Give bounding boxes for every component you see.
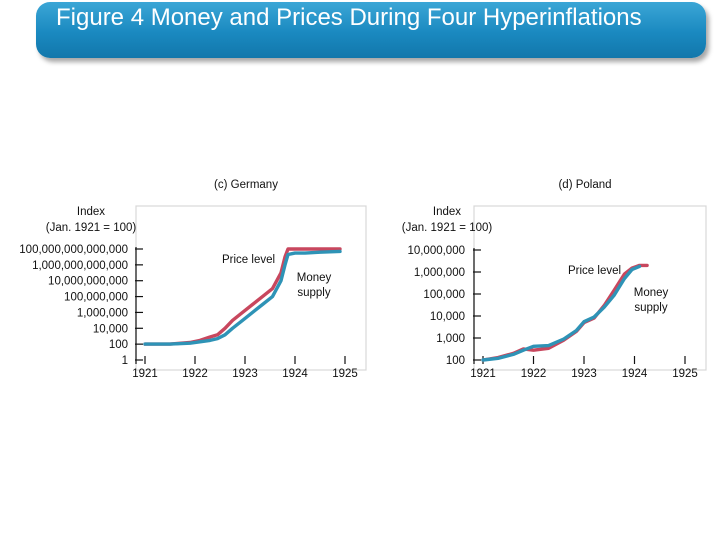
chart-poland-y-tick-label: 1,000,000 <box>414 267 465 279</box>
page-title: Figure 4 Money and Prices During Four Hy… <box>56 4 642 31</box>
chart-germany-y-tick-label: 100,000,000 <box>64 292 128 304</box>
chart-germany-x-tick-label: 1921 <box>132 368 158 380</box>
chart-poland-money-supply-line <box>481 264 642 362</box>
chart-germany-money-supply-line <box>143 249 342 346</box>
chart-poland-series-label: Money <box>634 287 669 299</box>
chart-poland-x-tick-label: 1925 <box>672 368 698 380</box>
chart-poland-x-tick-label: 1922 <box>521 368 547 380</box>
chart-poland-y-tick-label: 100 <box>446 355 465 367</box>
chart-germany-ylabel-line2: (Jan. 1921 = 100) <box>46 222 137 234</box>
chart-poland-series-label: Price level <box>568 265 621 277</box>
chart-poland-y-tick-label: 1,000 <box>436 333 465 345</box>
chart-germany-ylabel-line1: Index <box>77 206 105 218</box>
chart-poland-title: (d) Poland <box>558 179 611 191</box>
chart-germany-y-tick-label: 10,000,000,000 <box>48 276 128 288</box>
chart-germany-title: (c) Germany <box>214 179 278 191</box>
chart-poland-ylabel-line2: (Jan. 1921 = 100) <box>402 222 493 234</box>
chart-germany-series-label: Price level <box>222 254 275 266</box>
chart-poland-ylabel-line1: Index <box>433 206 461 218</box>
chart-germany-y-tick-label: 1 <box>122 355 128 367</box>
chart-poland-y-tick-label: 10,000 <box>430 311 465 323</box>
chart-germany-y-tick-label: 100 <box>109 339 128 351</box>
chart-germany-y-tick-label: 1,000,000,000,000 <box>32 260 128 272</box>
chart-germany-y-tick-label: 10,000 <box>93 323 128 335</box>
chart-germany-y-tick-label: 100,000,000,000,000 <box>19 244 128 256</box>
chart-poland-x-tick-label: 1921 <box>470 368 496 380</box>
chart-poland-frame <box>473 205 707 371</box>
chart-germany-x-tick-label: 1922 <box>182 368 208 380</box>
chart-poland-y-tick-label: 100,000 <box>423 289 465 301</box>
chart-germany-series-label: Money <box>297 272 332 284</box>
chart-poland-x-tick-label: 1924 <box>622 368 648 380</box>
copyright-notice: Copyright © 2004 South-Western <box>523 530 627 537</box>
chart-germany-x-tick-label: 1925 <box>332 368 358 380</box>
chart-poland-series-label: supply <box>634 302 667 314</box>
chart-germany-series-label: supply <box>297 287 330 299</box>
chart-poland-x-tick-label: 1923 <box>571 368 597 380</box>
chart-poland-y-tick-label: 10,000,000 <box>407 245 465 257</box>
chart-germany-x-tick-label: 1923 <box>232 368 258 380</box>
title-bar <box>36 2 706 58</box>
chart-germany-y-tick-label: 1,000,000 <box>77 307 128 319</box>
chart-germany-x-tick-label: 1924 <box>282 368 308 380</box>
